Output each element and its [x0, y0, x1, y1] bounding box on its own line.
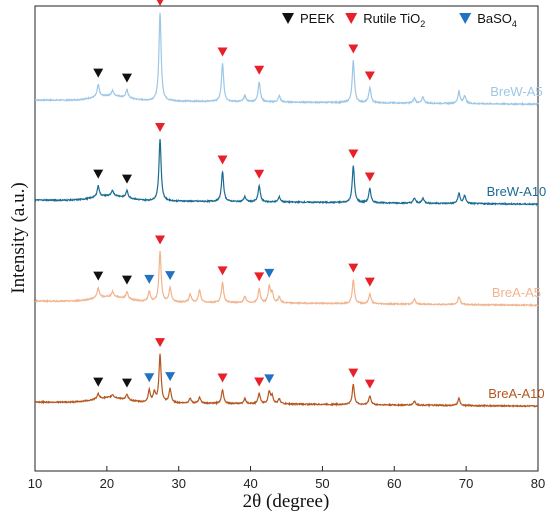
x-tick-label: 60	[387, 476, 401, 491]
series-label: BreW-A10	[487, 184, 547, 199]
marker-PEEK	[93, 68, 104, 78]
marker-rutile	[364, 172, 375, 182]
marker-rutile	[254, 65, 265, 75]
series-label: BreW-A5	[490, 84, 543, 99]
marker-rutile	[156, 0, 164, 6]
marker-baso4	[144, 274, 155, 284]
marker-rutile	[348, 368, 359, 378]
x-tick-label: 40	[243, 476, 257, 491]
x-axis-ticks: 10 20 30 40 50 60 70 80	[28, 466, 545, 491]
x-tick-label: 50	[315, 476, 329, 491]
x-tick-label: 30	[171, 476, 185, 491]
series-line-BreW-A5	[34, 12, 539, 107]
legend-label: BaSO4	[477, 11, 517, 29]
marker-rutile	[364, 277, 375, 287]
series-line-BreW-A10	[34, 138, 539, 207]
marker-baso4	[264, 374, 275, 384]
marker-baso4	[165, 372, 176, 382]
marker-rutile	[254, 169, 265, 179]
x-tick-label: 70	[459, 476, 473, 491]
marker-rutile	[217, 155, 228, 165]
plot-frame	[34, 5, 539, 472]
marker-rutile	[254, 377, 265, 387]
x-tick-label: 10	[28, 476, 42, 491]
marker-baso4	[264, 268, 275, 278]
marker-PEEK	[121, 174, 132, 184]
marker-rutile	[348, 149, 359, 159]
legend-label: PEEK	[300, 11, 335, 26]
x-tick-label: 20	[100, 476, 114, 491]
peak-markers	[93, 0, 375, 389]
series-label: BreA-A10	[488, 386, 544, 401]
x-axis-title: 2θ (degree)	[243, 491, 330, 512]
marker-rutile	[364, 379, 375, 389]
x-tick-label: 80	[531, 476, 545, 491]
legend-label: Rutile TiO2	[363, 11, 425, 29]
marker-PEEK	[121, 378, 132, 388]
legend-marker-PEEK	[282, 13, 294, 24]
marker-PEEK	[93, 377, 104, 387]
legend-marker-baso4	[459, 13, 472, 24]
marker-rutile	[254, 272, 265, 282]
marker-rutile	[217, 47, 228, 57]
marker-PEEK	[121, 73, 132, 83]
marker-rutile	[348, 44, 359, 54]
marker-rutile	[348, 263, 359, 273]
marker-baso4	[165, 271, 176, 281]
marker-baso4	[144, 373, 155, 383]
marker-PEEK	[93, 271, 104, 281]
legend: PEEK Rutile TiO2 BaSO4	[282, 11, 517, 29]
marker-rutile	[155, 338, 166, 348]
y-axis-title: Intensity (a.u.)	[8, 182, 29, 293]
marker-rutile	[217, 266, 228, 276]
marker-rutile	[155, 122, 166, 132]
legend-marker-rutile	[345, 13, 358, 24]
series-layer: BreW-A5 BreW-A10 BreA-A5 BreA-A10	[34, 12, 547, 408]
marker-rutile	[217, 373, 228, 383]
series-label: BreA-A5	[492, 285, 541, 300]
marker-PEEK	[121, 275, 132, 285]
marker-rutile	[155, 235, 166, 245]
marker-rutile	[364, 71, 375, 81]
series-line-BreA-A5	[34, 250, 539, 308]
marker-PEEK	[93, 169, 104, 179]
series-line-BreA-A10	[34, 353, 539, 408]
